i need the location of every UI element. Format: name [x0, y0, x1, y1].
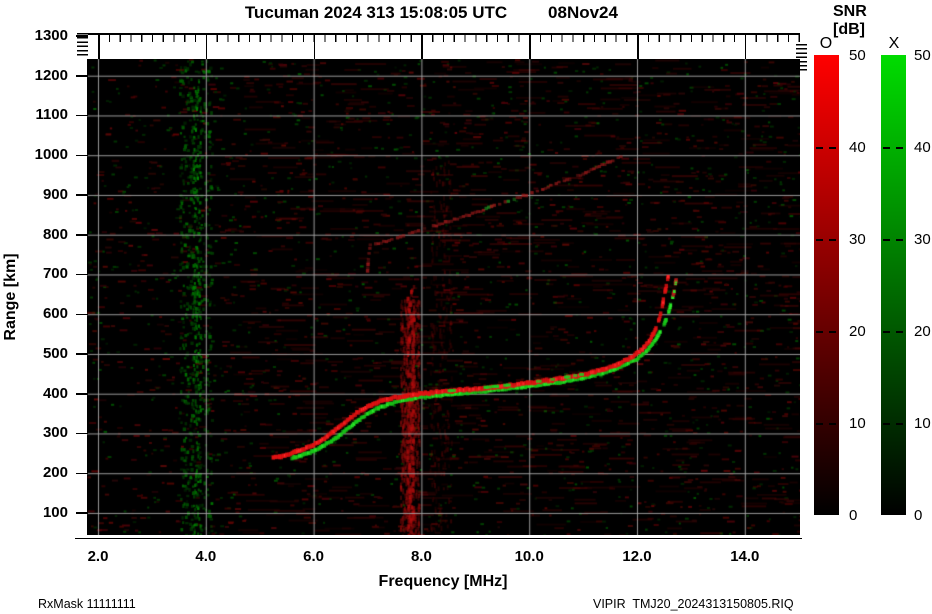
y-axis-tick	[76, 353, 88, 355]
y-axis-tick	[76, 194, 88, 196]
colorbar-tick-label: 0	[849, 507, 858, 524]
y-axis-tick-label: 900	[42, 185, 68, 203]
colorbar-tick-dash	[816, 331, 823, 333]
y-axis-tick-label: 100	[42, 503, 68, 521]
bottom-axis-line	[75, 537, 802, 539]
x-axis-tick-label: 12.0	[622, 548, 652, 565]
y-axis-tick	[76, 313, 88, 316]
colorbar-tick-dash	[829, 147, 836, 149]
colorbar-tick-dash	[883, 147, 890, 149]
y-axis-tick	[76, 273, 88, 276]
plot-title: Tucuman 2024 313 15:08:05 UTC	[244, 3, 508, 22]
colorbar-tick-dash	[896, 147, 903, 149]
top-axis-major-tick	[744, 34, 747, 59]
x-axis-tick-label: 8.0	[410, 548, 432, 565]
top-axis-major-tick	[98, 34, 100, 59]
colorbar-tick-dash	[883, 423, 890, 425]
y-axis-tick-label: 700	[42, 265, 68, 283]
colorbar-tick-label: 40	[849, 139, 866, 156]
o-mode-label: O	[819, 35, 833, 52]
colorbar-tick-dash	[829, 239, 836, 241]
colorbar-tick-dash	[829, 423, 836, 425]
y-axis-tick-label: 1200	[34, 66, 68, 84]
y-axis-tick-label: 500	[42, 344, 68, 362]
rxmask-annotation: RxMask 11111111	[38, 597, 136, 611]
colorbar-tick-label: 40	[914, 139, 931, 156]
colorbar-tick-dash	[883, 239, 890, 241]
left-tick-comb	[77, 33, 88, 56]
colorbar-tick-label: 0	[914, 507, 923, 524]
plot-area	[87, 59, 800, 535]
colorbar-tick-dash	[896, 331, 903, 333]
o-snr-colorbar	[814, 55, 839, 515]
colorbar-title: SNR [dB]	[833, 3, 867, 38]
colorbar-tick-dash	[816, 423, 823, 425]
top-axis-major-tick	[313, 34, 316, 59]
y-axis-tick-label: 200	[42, 464, 68, 482]
y-axis-tick	[76, 35, 88, 37]
x-axis-tick-label: 6.0	[303, 548, 325, 565]
colorbar-tick-dash	[896, 423, 903, 425]
colorbar-tick-label: 50	[914, 47, 931, 64]
ionogram-canvas	[87, 59, 800, 535]
colorbar-tick-label: 10	[914, 415, 931, 432]
y-axis-tick	[76, 75, 88, 77]
colorbar-tick-label: 20	[849, 323, 866, 340]
x-axis-tick-label: 4.0	[195, 548, 217, 565]
x-snr-colorbar	[881, 55, 906, 515]
colorbar-tick-dash	[816, 147, 823, 149]
plot-date: 08Nov24	[548, 3, 618, 22]
y-axis-tick	[76, 234, 88, 236]
colorbar-tick-dash	[896, 239, 903, 241]
colorbar-tick-label: 30	[849, 231, 866, 248]
y-axis-tick	[76, 114, 88, 117]
y-axis-tick-label: 800	[42, 225, 68, 243]
colorbar-tick-dash	[829, 331, 836, 333]
y-axis-tick-label: 1100	[35, 106, 68, 124]
x-axis-label: Frequency [MHz]	[378, 573, 508, 590]
top-axis-major-tick	[637, 34, 639, 59]
right-tick-comb	[796, 44, 807, 73]
y-axis-tick-label: 1000	[34, 146, 68, 164]
x-mode-label: X	[888, 35, 900, 52]
colorbar-tick-label: 50	[849, 47, 866, 64]
x-axis-tick-label: 10.0	[514, 548, 544, 565]
colorbar-tick-label: 10	[849, 415, 866, 432]
y-axis-tick	[76, 154, 88, 157]
colorbar-tick-dash	[816, 239, 823, 241]
y-axis-tick	[76, 393, 88, 395]
x-axis-tick-label: 2.0	[87, 548, 109, 565]
top-axis-major-tick	[421, 34, 423, 59]
x-axis-tick-label: 14.0	[730, 548, 760, 565]
y-axis-tick-label: 600	[42, 305, 68, 323]
y-axis-tick	[76, 472, 88, 475]
top-axis-major-tick	[529, 34, 531, 59]
colorbar-tick-dash	[883, 331, 890, 333]
y-axis-tick-label: 1300	[34, 26, 68, 44]
colorbar-tick-label: 30	[914, 231, 931, 248]
top-axis-line	[88, 33, 800, 35]
top-axis-minor-ticks	[98, 34, 800, 42]
y-axis-tick	[76, 512, 88, 514]
top-axis-major-tick	[205, 34, 208, 59]
y-axis-tick	[76, 432, 88, 435]
data-file-annotation: VIPIR TMJ20_2024313150805.RIQ	[593, 597, 794, 611]
colorbar-tick-label: 20	[914, 323, 931, 340]
y-axis-tick-label: 400	[42, 384, 68, 402]
y-axis-tick-label: 300	[42, 424, 68, 442]
